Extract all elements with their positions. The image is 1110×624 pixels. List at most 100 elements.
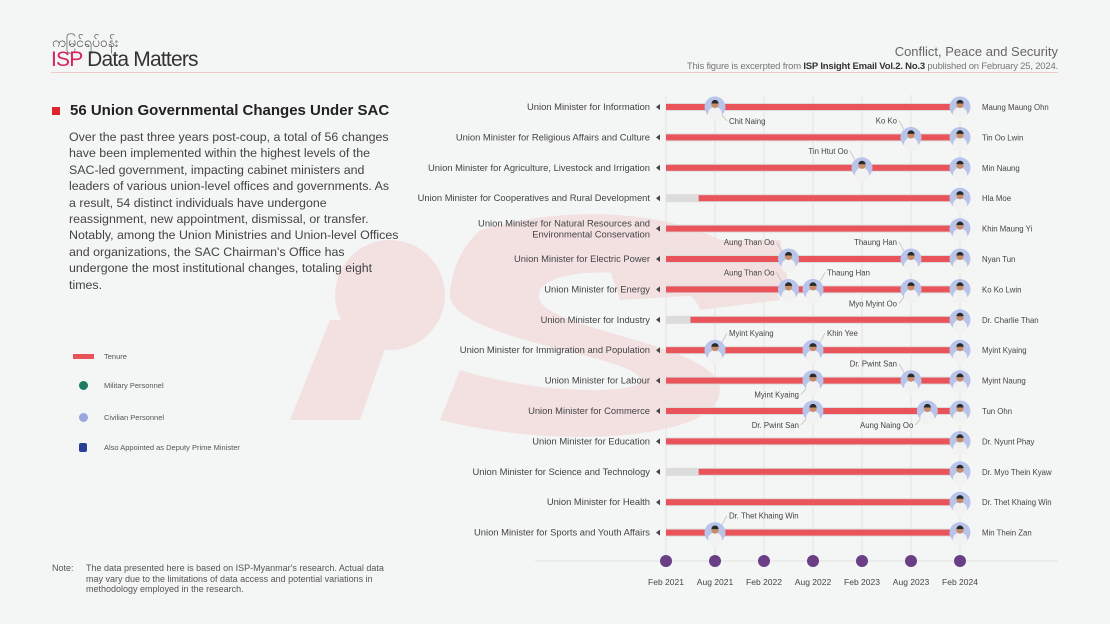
current-holder-name: Dr. Thet Khaing Win — [982, 498, 1052, 507]
change-name-label: Thaung Han — [827, 268, 870, 277]
ministry-label: Union Minister for Energy — [544, 283, 650, 294]
leader-line — [898, 120, 905, 130]
axis-dot — [856, 555, 868, 567]
timeline-row: Union Minister for Electric Power Aung Th… — [514, 238, 1015, 273]
change-name-label: Aung Naing Oo — [860, 421, 914, 430]
axis-dot — [954, 555, 966, 567]
legend-label: Military Personnel — [104, 381, 164, 390]
current-avatar — [949, 339, 971, 365]
current-avatar — [949, 370, 971, 395]
timeline-row: Union Minister for Industry Dr. Charlie T… — [541, 309, 1039, 334]
current-holder-name: Min Thein Zan — [982, 529, 1032, 538]
avatar-hair — [956, 191, 964, 195]
current-avatar — [949, 461, 971, 486]
legend-item-deputy-pm: Also Appointed as Deputy Prime Minister — [72, 443, 240, 452]
change-name-label: Aung Than Oo — [724, 238, 775, 247]
x-tick-label: Feb 2023 — [844, 577, 880, 587]
legend-label: Also Appointed as Deputy Prime Minister — [104, 443, 240, 452]
timeline-row: Union Minister for Sports and Youth Affa… — [474, 512, 1032, 547]
change-avatar — [900, 126, 922, 152]
current-holder-name: Dr. Nyunt Phay — [982, 437, 1035, 446]
avatar-body — [781, 289, 796, 304]
caret-left-icon — [656, 408, 660, 414]
tenure-bar — [690, 316, 960, 323]
change-avatar — [802, 278, 824, 304]
tenure-bar — [666, 164, 960, 171]
ministry-label: Union Minister for Agriculture, Livestoc… — [428, 162, 650, 173]
ministry-label: Union Minister for Religious Affairs and… — [456, 131, 650, 142]
change-name-label: Ko Ko — [876, 116, 898, 125]
change-avatar — [851, 157, 873, 182]
current-avatar — [949, 522, 971, 547]
change-avatar — [900, 370, 922, 395]
caret-left-icon — [656, 347, 660, 354]
avatar-body — [806, 289, 820, 304]
change-name-label: Khin Yee — [827, 329, 858, 338]
tenure-swatch-icon — [72, 354, 94, 359]
current-avatar — [949, 126, 971, 152]
current-holder-name: Dr. Charlie Than — [982, 316, 1039, 325]
change-avatar — [802, 339, 824, 365]
ministry-label: Union Minister for Science and Technolog… — [472, 466, 650, 477]
change-name-label: Chit Naing — [729, 117, 765, 126]
avatar-body — [920, 411, 935, 425]
caret-left-icon — [656, 286, 660, 293]
avatar-body — [953, 167, 967, 182]
caret-left-icon — [656, 104, 660, 110]
avatar-body — [953, 319, 967, 334]
timeline-row: Union Minister for Labour Myint Kyaing Dr.… — [545, 360, 1026, 400]
avatar-hair — [809, 282, 817, 286]
caret-left-icon — [656, 529, 660, 536]
change-name-label: Myint Kyaing — [729, 329, 774, 338]
avatar-body — [904, 380, 918, 395]
caret-left-icon — [656, 164, 660, 171]
timeline-row: Union Minister for Natural Resources and… — [478, 218, 1033, 243]
civilian-dot-icon — [78, 413, 88, 422]
legend-label: Tenure — [104, 352, 127, 361]
leader-line — [898, 297, 905, 304]
leader-line — [849, 150, 856, 160]
avatar-body — [904, 259, 918, 273]
ministry-label: Union Minister for Information — [527, 101, 650, 112]
ministry-label: Union Minister for Education — [532, 435, 650, 446]
tenure-bar — [698, 468, 960, 475]
x-tick-label: Feb 2021 — [648, 577, 684, 587]
change-name-label: Tin Htut Oo — [808, 147, 848, 156]
x-tick-label: Feb 2024 — [942, 577, 978, 587]
avatar-hair — [956, 251, 964, 256]
legend-item-military: Military Personnel — [72, 381, 164, 390]
avatar-body — [806, 411, 820, 425]
axis-dot — [807, 555, 819, 567]
change-avatar — [802, 370, 824, 395]
avatar-body — [953, 502, 967, 517]
avatar-hair — [809, 343, 817, 347]
change-avatar — [704, 339, 726, 365]
avatar-hair — [809, 403, 817, 408]
timeline-row: Union Minister for Agriculture, Livestoc… — [428, 147, 1020, 182]
current-avatar — [949, 96, 971, 121]
change-name-label: Myint Kyaing — [754, 391, 799, 400]
avatar-hair — [858, 160, 866, 165]
leader-line — [819, 333, 826, 343]
avatar-hair — [907, 282, 915, 286]
current-avatar — [949, 278, 971, 304]
current-avatar — [949, 400, 971, 425]
ministry-label: Union Minister for Commerce — [528, 405, 650, 416]
ministry-label: Union Minister for Immigration and Popul… — [460, 344, 650, 355]
tenure-bar — [666, 529, 960, 536]
timeline-row: Union Minister for Commerce Dr. Pwint San… — [528, 400, 1012, 430]
source-line: This figure is excerpted from ISP Insigh… — [687, 61, 1058, 72]
header-divider — [51, 72, 1058, 73]
tenure-bar — [666, 499, 960, 506]
timeline-row: Union Minister for Religious Affairs and… — [456, 116, 1023, 152]
change-name-label: Dr. Thet Khaing Win — [729, 512, 799, 521]
timeline-row: Union Minister for Education Dr. Nyunt Ph… — [532, 430, 1035, 456]
caret-left-icon — [656, 438, 660, 445]
avatar-body — [806, 350, 820, 365]
axis-dot — [660, 555, 672, 567]
current-avatar — [949, 187, 971, 213]
caret-left-icon — [656, 195, 660, 202]
leader-line — [898, 241, 905, 252]
leader-line — [819, 272, 826, 282]
caret-left-icon — [656, 499, 660, 506]
